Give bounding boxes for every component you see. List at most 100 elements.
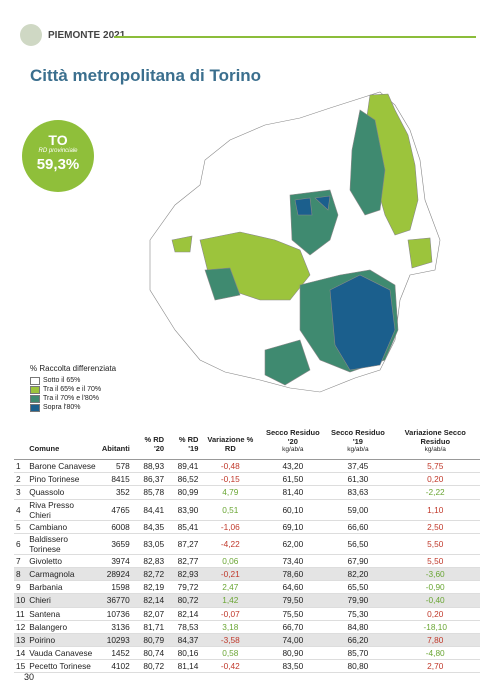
table-cell: 84,80 — [325, 620, 391, 634]
table-cell: 1,10 — [390, 499, 480, 521]
table-cell: 69,10 — [260, 520, 326, 534]
table-cell: 66,60 — [325, 520, 391, 534]
table-cell: Pecetto Torinese — [27, 659, 100, 674]
table-cell: 37,45 — [325, 459, 391, 474]
column-label: Variazione Secco Residuo — [404, 428, 466, 446]
legend-swatch — [30, 385, 40, 394]
table-row: 9 Barbania 1598 82,19 79,72 2,47 64,60 65,50 -0,… — [14, 580, 480, 595]
table-cell: 81,71 — [131, 620, 167, 634]
table-cell: 79,90 — [325, 593, 391, 608]
table-cell: 2,50 — [390, 520, 480, 534]
table-cell: 0,51 — [200, 499, 261, 521]
table-cell: Riva Presso Chieri — [27, 499, 100, 521]
table-cell: Carmagnola — [27, 567, 100, 582]
table-cell: Cambiano — [27, 520, 100, 534]
header-row: Comune Abitanti % RD '20 % RD '19 Variazione… — [14, 428, 480, 460]
table-cell: 352 — [99, 485, 132, 500]
table-cell: -0,15 — [200, 472, 261, 487]
header-cell: Variazione Secco Residuo kg/ab/a — [390, 428, 480, 460]
table-cell: 61,30 — [325, 472, 391, 487]
legend-item: Tra il 70% e l'80% — [30, 394, 116, 403]
badge-code: TO — [48, 132, 68, 148]
table-cell: 5 — [14, 520, 28, 534]
table-cell: 0,20 — [390, 607, 480, 621]
table-cell: 89,41 — [166, 459, 201, 474]
column-unit: kg/ab/a — [347, 446, 369, 453]
table-cell: 84,41 — [131, 499, 167, 521]
table-cell: 3 — [14, 485, 28, 500]
table-cell: 3136 — [99, 620, 132, 634]
table-cell: 12 — [14, 620, 28, 634]
badge-value: 59,3% — [36, 156, 80, 173]
table-cell: 13 — [14, 633, 28, 648]
badge-label: RD provinciale — [38, 148, 78, 154]
column-label: Secco Residuo '20 — [265, 428, 320, 446]
table-cell: Barone Canavese — [27, 459, 100, 474]
table-cell: 3,18 — [200, 620, 261, 634]
legend-label: Tra il 70% e l'80% — [43, 395, 99, 402]
table-cell: -2,22 — [390, 485, 480, 500]
table-cell: 82,07 — [131, 607, 167, 621]
column-unit: kg/ab/a — [282, 446, 304, 453]
table-row: 13 Poirino 10293 80,79 84,37 -3,58 74,00 66,20 7… — [14, 633, 480, 648]
table-cell: 5,50 — [390, 533, 480, 555]
legend-item: Tra il 65% e il 70% — [30, 385, 116, 394]
table-cell: 80,99 — [166, 485, 201, 500]
column-unit: kg/ab/a — [424, 446, 446, 453]
publication: PIEMONTE 2021 — [48, 30, 126, 41]
column-label: Comune — [29, 444, 60, 453]
table-cell: 4102 — [99, 659, 132, 674]
table-cell: 10 — [14, 593, 28, 608]
table-cell: 84,37 — [166, 633, 201, 648]
table-cell: Barbania — [27, 580, 100, 595]
table-cell: 3974 — [99, 554, 132, 568]
column-label: % RD '19 — [178, 435, 199, 453]
table-row: 11 Santena 10736 82,07 82,14 -0,07 75,50 75,30 0… — [14, 607, 480, 621]
legend-swatch — [30, 394, 40, 403]
table-cell: 82,72 — [131, 567, 167, 582]
table-cell: 1452 — [99, 646, 132, 661]
table-cell: -0,21 — [200, 567, 261, 582]
table-cell: 85,70 — [325, 646, 391, 661]
legend: % Raccolta differenziata Sotto il 65% Tra… — [30, 364, 116, 412]
page-number: 30 — [24, 672, 35, 682]
table-cell: 67,90 — [325, 554, 391, 568]
header-cell: Abitanti — [99, 428, 132, 460]
table-cell: 66,20 — [325, 633, 391, 648]
table-cell: 4 — [14, 499, 28, 521]
table-cell: 36770 — [99, 593, 132, 608]
legend-item: Sopra l'80% — [30, 403, 116, 412]
legend-swatch — [30, 403, 40, 412]
table-cell: 14 — [14, 646, 28, 661]
table-cell: 84,35 — [131, 520, 167, 534]
column-label: Variazione % RD — [207, 435, 254, 453]
legend-title: % Raccolta differenziata — [30, 364, 117, 373]
table-cell: -1,06 — [200, 520, 261, 534]
table-cell: 87,27 — [166, 533, 201, 555]
table-cell: -0,90 — [390, 580, 480, 595]
map — [149, 91, 441, 393]
header-cell: % RD '20 — [131, 428, 167, 460]
table-cell: Quassolo — [27, 485, 100, 500]
area — [204, 267, 241, 301]
table-cell: 5,50 — [390, 554, 480, 568]
legend-label: Tra il 65% e il 70% — [43, 386, 102, 393]
table-cell: 43,20 — [260, 459, 326, 474]
table-cell: 1,42 — [200, 593, 261, 608]
header-cell: % RD '19 — [166, 428, 201, 460]
table-cell: Balangero — [27, 620, 100, 634]
table-cell: 88,93 — [131, 459, 167, 474]
table-cell: -3,60 — [390, 567, 480, 582]
table-cell: 9 — [14, 580, 28, 595]
table-row: 6 Baldissero Torinese 3659 83,05 87,27 -4,22 6… — [14, 533, 480, 555]
table-cell: 2,70 — [390, 659, 480, 674]
table-cell: 65,50 — [325, 580, 391, 595]
table-cell: 4,79 — [200, 485, 261, 500]
header-cell: Variazione % RD — [200, 428, 261, 460]
table-cell: Vauda Canavese — [27, 646, 100, 661]
table-cell: Santena — [27, 607, 100, 621]
table-cell: 61,50 — [260, 472, 326, 487]
table-cell: 80,74 — [131, 646, 167, 661]
table-cell: 85,78 — [131, 485, 167, 500]
